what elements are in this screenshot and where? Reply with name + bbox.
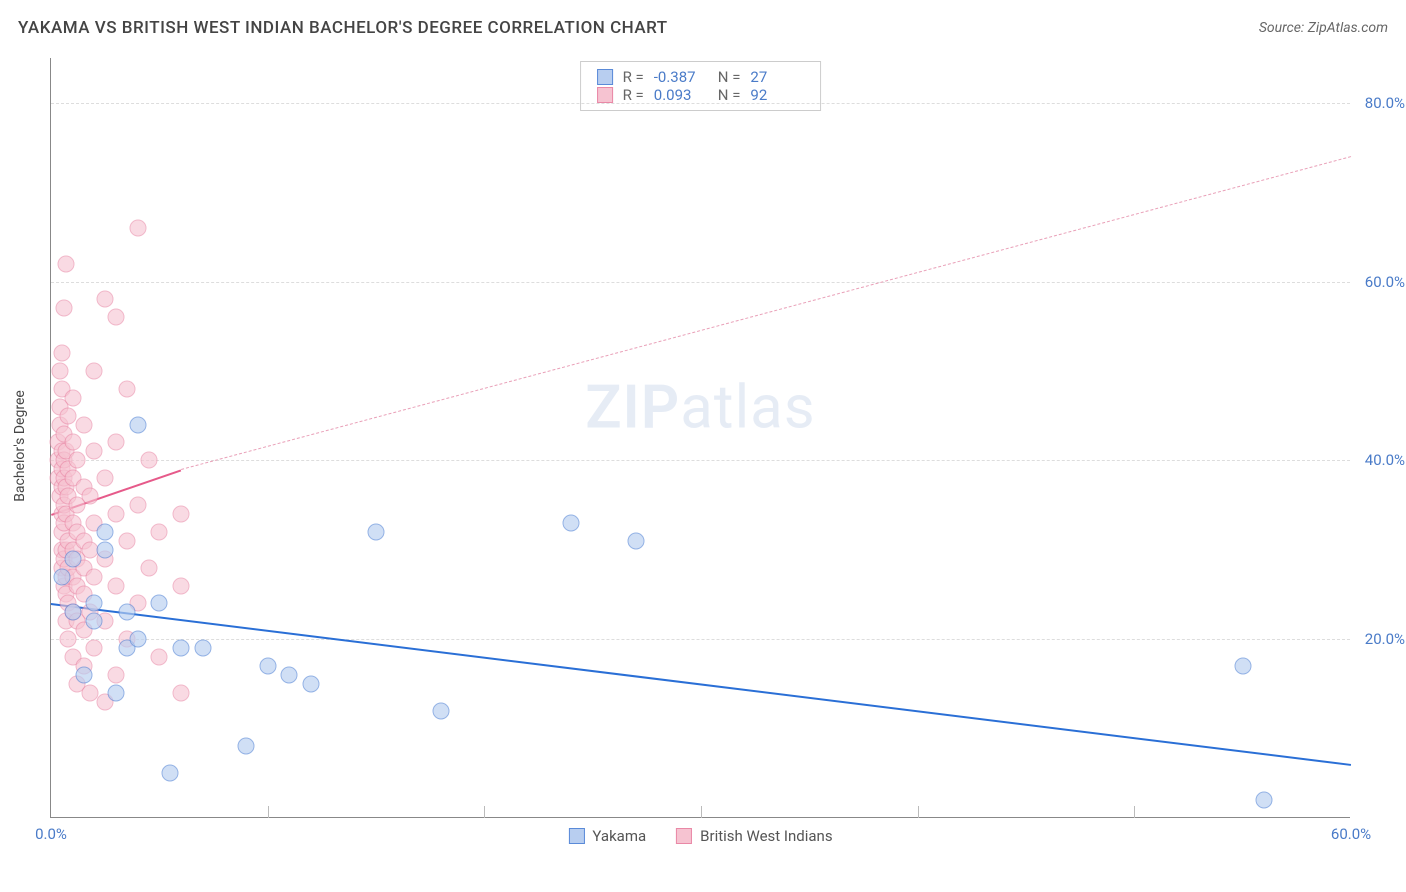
gridline-h <box>51 103 1350 104</box>
data-point <box>129 416 146 433</box>
data-point <box>118 380 135 397</box>
data-point <box>86 613 103 630</box>
r-value: -0.387 <box>654 68 708 86</box>
data-point <box>140 559 157 576</box>
data-point <box>64 434 81 451</box>
gridline-v <box>484 806 485 818</box>
gridline-h <box>51 460 1350 461</box>
data-point <box>433 702 450 719</box>
data-point <box>563 514 580 531</box>
gridline-v <box>918 806 919 818</box>
legend-item: British West Indians <box>676 827 832 845</box>
stats-row: R = 0.093 N = 92 <box>597 86 805 104</box>
r-label: R = <box>623 68 644 86</box>
n-label: N = <box>718 86 741 104</box>
data-point <box>238 738 255 755</box>
n-label: N = <box>718 68 741 86</box>
data-point <box>162 765 179 782</box>
data-point <box>75 666 92 683</box>
r-label: R = <box>623 86 644 104</box>
data-point <box>628 532 645 549</box>
data-point <box>86 640 103 657</box>
data-point <box>259 658 276 675</box>
data-point <box>97 470 114 487</box>
data-point <box>108 309 125 326</box>
data-point <box>60 631 77 648</box>
data-point <box>303 675 320 692</box>
data-point <box>64 389 81 406</box>
data-point <box>86 362 103 379</box>
data-point <box>140 452 157 469</box>
data-point <box>281 666 298 683</box>
gridline-v <box>701 806 702 818</box>
series-swatch <box>597 87 613 103</box>
y-tick-label: 80.0% <box>1365 94 1405 112</box>
data-point <box>118 604 135 621</box>
data-point <box>51 362 68 379</box>
data-point <box>86 595 103 612</box>
series-swatch <box>597 69 613 85</box>
y-axis-title: Bachelor's Degree <box>12 390 28 502</box>
data-point <box>108 434 125 451</box>
data-point <box>108 684 125 701</box>
data-point <box>108 666 125 683</box>
data-point <box>108 506 125 523</box>
data-point <box>53 345 70 362</box>
data-point <box>368 523 385 540</box>
data-point <box>53 568 70 585</box>
data-point <box>97 523 114 540</box>
chart-title: YAKAMA VS BRITISH WEST INDIAN BACHELOR'S… <box>18 18 668 38</box>
y-tick-label: 60.0% <box>1365 273 1405 291</box>
data-point <box>86 568 103 585</box>
legend-swatch <box>568 828 584 844</box>
data-point <box>86 443 103 460</box>
data-point <box>75 416 92 433</box>
data-point <box>151 523 168 540</box>
data-point <box>64 604 81 621</box>
data-point <box>97 291 114 308</box>
legend-item: Yakama <box>568 827 646 845</box>
data-point <box>173 684 190 701</box>
data-point <box>118 532 135 549</box>
data-point <box>97 541 114 558</box>
n-value: 27 <box>750 68 804 86</box>
data-point <box>1234 658 1251 675</box>
data-point <box>173 577 190 594</box>
gridline-v <box>1134 806 1135 818</box>
data-point <box>151 649 168 666</box>
gridline-h <box>51 282 1350 283</box>
data-point <box>173 506 190 523</box>
gridline-v <box>268 806 269 818</box>
source-attribution: Source: ZipAtlas.com <box>1259 20 1388 36</box>
x-tick-label: 0.0% <box>35 825 67 843</box>
data-point <box>173 640 190 657</box>
n-value: 92 <box>750 86 804 104</box>
data-point <box>69 452 86 469</box>
data-point <box>56 300 73 317</box>
data-point <box>82 488 99 505</box>
data-point <box>194 640 211 657</box>
stats-row: R = -0.387 N = 27 <box>597 68 805 86</box>
data-point <box>129 631 146 648</box>
data-point <box>129 219 146 236</box>
data-point <box>129 497 146 514</box>
y-tick-label: 40.0% <box>1365 451 1405 469</box>
data-point <box>1256 792 1273 809</box>
legend-label: British West Indians <box>700 827 832 845</box>
series-legend: Yakama British West Indians <box>568 827 832 845</box>
scatter-plot-area: ZIPatlas R =-0.387N =27R =0.093N =92 Yak… <box>50 58 1350 818</box>
data-point <box>108 577 125 594</box>
watermark: ZIPatlas <box>585 372 816 443</box>
data-point <box>151 595 168 612</box>
x-tick-label: 60.0% <box>1331 825 1371 843</box>
r-value: 0.093 <box>654 86 708 104</box>
y-tick-label: 20.0% <box>1365 630 1405 648</box>
legend-swatch <box>676 828 692 844</box>
legend-label: Yakama <box>592 827 646 845</box>
gridline-h <box>51 639 1350 640</box>
data-point <box>64 550 81 567</box>
data-point <box>58 255 75 272</box>
regression-line <box>181 156 1351 470</box>
